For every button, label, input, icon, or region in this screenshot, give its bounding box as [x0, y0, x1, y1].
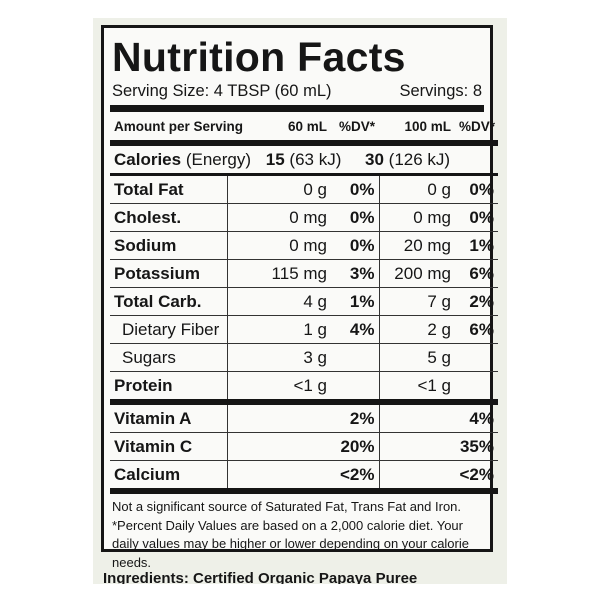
calories-value: 15	[265, 149, 285, 169]
amount: 0 mg	[378, 203, 455, 232]
daily-value	[331, 343, 379, 372]
amount: 1 g	[226, 315, 331, 344]
footnote: Not a significant source of Saturated Fa…	[112, 499, 462, 514]
header-size: 60 mL	[227, 112, 331, 146]
nutrition-label: Nutrition Facts Serving Size: 4 TBSP (60…	[101, 25, 498, 570]
calories-value: 30	[365, 149, 384, 169]
daily-value: 0%	[331, 174, 379, 204]
nutrient-name: Total Fat	[110, 174, 227, 204]
amount: 2 g	[378, 315, 455, 344]
daily-value: 4%	[378, 402, 498, 433]
nutrient-row: Sodium 0 mg 0% 20 mg 1%	[110, 231, 498, 260]
daily-value: 20%	[226, 432, 379, 461]
daily-value: 6%	[455, 315, 498, 344]
daily-value: 35%	[378, 432, 498, 461]
title: Nutrition Facts	[112, 34, 406, 80]
nutrient-name: Sugars	[110, 343, 227, 372]
serving-size: Serving Size: 4 TBSP (60 mL)	[112, 82, 332, 100]
header-row: Amount per Serving 60 mL %DV* 100 mL %DV…	[110, 112, 498, 146]
daily-value	[455, 371, 498, 405]
vitamin-name: Vitamin A	[110, 402, 227, 433]
daily-value: 4%	[331, 315, 379, 344]
nutrient-name: Cholest.	[110, 203, 227, 232]
daily-value	[331, 371, 379, 405]
nutrient-row: Total Fat 0 g 0% 0 g 0%	[110, 174, 498, 204]
servings: Servings: 8	[399, 82, 482, 100]
daily-value: 6%	[455, 259, 498, 288]
daily-value: 0%	[455, 203, 498, 232]
nutrient-row: Protein <1 g <1 g	[110, 371, 498, 405]
serving-line: Serving Size: 4 TBSP (60 mL) Servings: 8	[110, 80, 484, 112]
vitamin-row: Vitamin C 20% 35%	[110, 432, 498, 461]
calories-kj: (126 kJ)	[388, 149, 451, 169]
amount: 0 g	[378, 174, 455, 204]
nutrient-row: Potassium 115 mg 3% 200 mg 6%	[110, 259, 498, 288]
daily-value: <2%	[378, 460, 498, 494]
nutrient-row: Dietary Fiber 1 g 4% 2 g 6%	[110, 315, 498, 344]
footnotes: Not a significant source of Saturated Fa…	[110, 494, 484, 572]
amount: 7 g	[378, 287, 455, 316]
nutrient-row: Total Carb. 4 g 1% 7 g 2%	[110, 287, 498, 316]
calories-kj: (63 kJ)	[289, 149, 342, 169]
amount: 0 g	[226, 174, 331, 204]
daily-value: 1%	[455, 231, 498, 260]
daily-value	[455, 343, 498, 372]
daily-value: 0%	[331, 203, 379, 232]
ingredients: Ingredients: Certified Organic Papaya Pu…	[103, 570, 418, 584]
label-panel: Nutrition Facts Serving Size: 4 TBSP (60…	[93, 18, 507, 584]
nutrient-name: Sodium	[110, 231, 227, 260]
amount: 0 mg	[226, 231, 331, 260]
vitamin-name: Vitamin C	[110, 432, 227, 461]
amount: 0 mg	[226, 203, 331, 232]
amount: 4 g	[226, 287, 331, 316]
daily-value: 1%	[331, 287, 379, 316]
nutrient-row: Sugars 3 g 5 g	[110, 343, 498, 372]
daily-value: <2%	[226, 460, 379, 494]
footnote: *Percent Daily Values are based on a 2,0…	[112, 517, 469, 570]
daily-value: 2%	[226, 402, 379, 433]
amount: 115 mg	[226, 259, 331, 288]
daily-value: 2%	[455, 287, 498, 316]
nutrient-name: Dietary Fiber	[110, 315, 227, 344]
nutrient-name: Total Carb.	[110, 287, 227, 316]
amount: <1 g	[226, 371, 331, 405]
nutrient-row: Cholest. 0 mg 0% 0 mg 0%	[110, 203, 498, 232]
amount: 5 g	[378, 343, 455, 372]
daily-value: 3%	[331, 259, 379, 288]
nutrient-name: Protein	[110, 371, 227, 405]
calories-row: Calories (Energy) 15 (63 kJ) 30 (126 kJ)	[110, 143, 498, 176]
header-dv: %DV*	[455, 112, 498, 146]
vitamin-name: Calcium	[110, 460, 227, 494]
nutrient-name: Potassium	[110, 259, 227, 288]
header-dv: %DV*	[331, 112, 379, 146]
calories-label: Calories	[114, 149, 182, 169]
calories-note: (Energy)	[185, 149, 252, 169]
vitamin-row: Calcium <2% <2%	[110, 460, 498, 494]
amount: 20 mg	[378, 231, 455, 260]
amount: 3 g	[226, 343, 331, 372]
header-size: 100 mL	[379, 112, 455, 146]
daily-value: 0%	[455, 174, 498, 204]
calories-cell: Calories (Energy) 15 (63 kJ)	[110, 143, 341, 176]
daily-value: 0%	[331, 231, 379, 260]
calories-cell: 30 (126 kJ)	[331, 143, 498, 176]
amount: <1 g	[378, 371, 455, 405]
amount: 200 mg	[378, 259, 455, 288]
nutrient-table: Amount per Serving 60 mL %DV* 100 mL %DV…	[110, 112, 498, 494]
header-amount: Amount per Serving	[110, 112, 243, 146]
vitamin-row: Vitamin A 2% 4%	[110, 402, 498, 433]
